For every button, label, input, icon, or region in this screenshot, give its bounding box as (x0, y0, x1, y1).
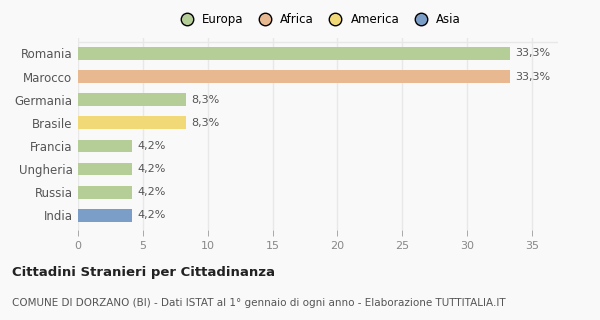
Bar (78, 186, 133, 198)
Bar (78, 93, 185, 106)
Bar (78, 70, 510, 83)
Bar (78, 140, 133, 152)
Text: 33,3%: 33,3% (515, 72, 550, 82)
Text: 4,2%: 4,2% (137, 210, 166, 220)
Legend: Europa, Africa, America, Asia: Europa, Africa, America, Asia (172, 10, 464, 30)
Text: 4,2%: 4,2% (137, 164, 166, 174)
Text: Cittadini Stranieri per Cittadinanza: Cittadini Stranieri per Cittadinanza (12, 266, 275, 279)
Bar (78, 209, 133, 222)
Text: 4,2%: 4,2% (137, 141, 166, 151)
Bar (78, 116, 185, 129)
Bar (78, 47, 510, 60)
Text: 8,3%: 8,3% (191, 95, 219, 105)
Bar (78, 163, 133, 175)
Text: 4,2%: 4,2% (137, 187, 166, 197)
Text: 33,3%: 33,3% (515, 49, 550, 59)
Text: 8,3%: 8,3% (191, 118, 219, 128)
Text: COMUNE DI DORZANO (BI) - Dati ISTAT al 1° gennaio di ogni anno - Elaborazione TU: COMUNE DI DORZANO (BI) - Dati ISTAT al 1… (12, 298, 506, 308)
